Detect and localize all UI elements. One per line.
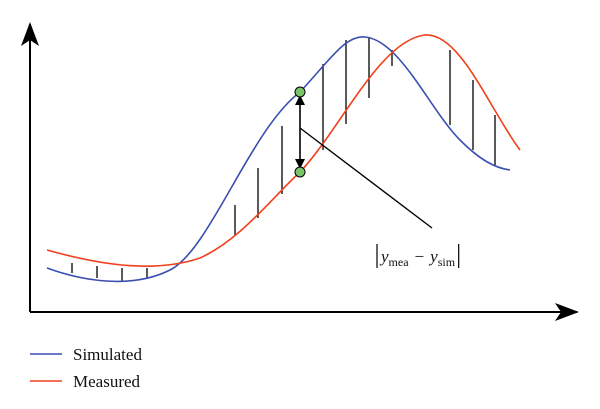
simulated-curve (46, 36, 511, 283)
subscript: mea (389, 255, 410, 269)
subscript: sim (438, 255, 456, 269)
point (294, 166, 306, 178)
operator: − (415, 247, 425, 266)
legend-label: Simulated (73, 345, 142, 364)
annotation: ymea − ysim (379, 247, 456, 269)
symbol: y (379, 247, 389, 266)
legend-label: Measured (73, 372, 141, 391)
point (294, 86, 306, 98)
differences (71, 38, 496, 281)
symbol: y (428, 247, 438, 266)
pointer-line (299, 127, 433, 229)
measured-curve (46, 34, 521, 267)
